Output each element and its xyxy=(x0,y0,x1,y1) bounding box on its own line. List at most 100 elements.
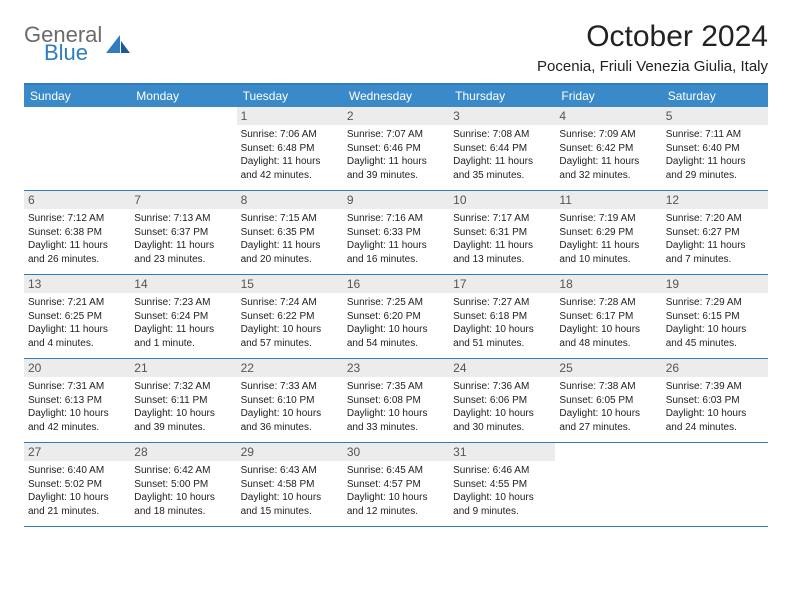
day-cell: 5 Sunrise: 7:11 AMSunset: 6:40 PMDaylight… xyxy=(662,107,768,190)
sunset-text: Sunset: 6:35 PM xyxy=(241,226,339,240)
sunrise-text: Sunrise: 7:23 AM xyxy=(134,296,232,310)
sunset-text: Sunset: 6:17 PM xyxy=(559,310,657,324)
sunset-text: Sunset: 6:20 PM xyxy=(347,310,445,324)
daylight-text: Daylight: 10 hours and 27 minutes. xyxy=(559,407,657,434)
day-number: 10 xyxy=(449,191,555,209)
sunrise-text: Sunrise: 6:45 AM xyxy=(347,464,445,478)
sunset-text: Sunset: 6:10 PM xyxy=(241,394,339,408)
sunset-text: Sunset: 6:42 PM xyxy=(559,142,657,156)
sunrise-text: Sunrise: 7:06 AM xyxy=(241,128,339,142)
sunset-text: Sunset: 4:57 PM xyxy=(347,478,445,492)
day-cell: 13Sunrise: 7:21 AMSunset: 6:25 PMDayligh… xyxy=(24,275,130,358)
day-cell: 19Sunrise: 7:29 AMSunset: 6:15 PMDayligh… xyxy=(662,275,768,358)
sunrise-text: Sunrise: 7:08 AM xyxy=(453,128,551,142)
sunrise-text: Sunrise: 7:16 AM xyxy=(347,212,445,226)
daylight-text: Daylight: 11 hours and 1 minute. xyxy=(134,323,232,350)
sunrise-text: Sunrise: 7:32 AM xyxy=(134,380,232,394)
sunrise-text: Sunrise: 6:40 AM xyxy=(28,464,126,478)
sunset-text: Sunset: 6:15 PM xyxy=(666,310,764,324)
day-cell: 18Sunrise: 7:28 AMSunset: 6:17 PMDayligh… xyxy=(555,275,661,358)
sunset-text: Sunset: 6:44 PM xyxy=(453,142,551,156)
sunrise-text: Sunrise: 7:39 AM xyxy=(666,380,764,394)
daylight-text: Daylight: 10 hours and 54 minutes. xyxy=(347,323,445,350)
day-number: 20 xyxy=(24,359,130,377)
day-number: 8 xyxy=(237,191,343,209)
sunset-text: Sunset: 6:46 PM xyxy=(347,142,445,156)
sunset-text: Sunset: 6:13 PM xyxy=(28,394,126,408)
daylight-text: Daylight: 10 hours and 24 minutes. xyxy=(666,407,764,434)
day-cell: 22Sunrise: 7:33 AMSunset: 6:10 PMDayligh… xyxy=(237,359,343,442)
sunrise-text: Sunrise: 7:20 AM xyxy=(666,212,764,226)
day-cell: 23Sunrise: 7:35 AMSunset: 6:08 PMDayligh… xyxy=(343,359,449,442)
month-title: October 2024 xyxy=(537,20,768,54)
daylight-text: Daylight: 11 hours and 29 minutes. xyxy=(666,155,764,182)
day-number: 9 xyxy=(343,191,449,209)
location: Pocenia, Friuli Venezia Giulia, Italy xyxy=(537,58,768,75)
daylight-text: Daylight: 11 hours and 39 minutes. xyxy=(347,155,445,182)
daylight-text: Daylight: 11 hours and 20 minutes. xyxy=(241,239,339,266)
day-number: 28 xyxy=(130,443,236,461)
daylight-text: Daylight: 11 hours and 13 minutes. xyxy=(453,239,551,266)
day-cell: 31Sunrise: 6:46 AMSunset: 4:55 PMDayligh… xyxy=(449,443,555,526)
day-number: 29 xyxy=(237,443,343,461)
day-number: 2 xyxy=(343,107,449,125)
sunset-text: Sunset: 6:37 PM xyxy=(134,226,232,240)
day-cell: 3Sunrise: 7:08 AMSunset: 6:44 PMDaylight… xyxy=(449,107,555,190)
day-cell: 16Sunrise: 7:25 AMSunset: 6:20 PMDayligh… xyxy=(343,275,449,358)
day-cell: 27Sunrise: 6:40 AMSunset: 5:02 PMDayligh… xyxy=(24,443,130,526)
day-number: 6 xyxy=(24,191,130,209)
daylight-text: Daylight: 11 hours and 42 minutes. xyxy=(241,155,339,182)
day-cell: 21Sunrise: 7:32 AMSunset: 6:11 PMDayligh… xyxy=(130,359,236,442)
sunrise-text: Sunrise: 7:38 AM xyxy=(559,380,657,394)
day-cell: 28Sunrise: 6:42 AMSunset: 5:00 PMDayligh… xyxy=(130,443,236,526)
day-number: 26 xyxy=(662,359,768,377)
day-cell xyxy=(24,107,130,190)
daylight-text: Daylight: 10 hours and 57 minutes. xyxy=(241,323,339,350)
daylight-text: Daylight: 11 hours and 32 minutes. xyxy=(559,155,657,182)
day-number: 3 xyxy=(449,107,555,125)
sunset-text: Sunset: 6:40 PM xyxy=(666,142,764,156)
day-number: 5 xyxy=(662,107,768,125)
day-number: 4 xyxy=(555,107,661,125)
day-number: 25 xyxy=(555,359,661,377)
daylight-text: Daylight: 11 hours and 10 minutes. xyxy=(559,239,657,266)
sunrise-text: Sunrise: 7:17 AM xyxy=(453,212,551,226)
weekday-label: Sunday xyxy=(24,85,130,107)
week-row: 13Sunrise: 7:21 AMSunset: 6:25 PMDayligh… xyxy=(24,275,768,359)
daylight-text: Daylight: 10 hours and 51 minutes. xyxy=(453,323,551,350)
day-cell: 7Sunrise: 7:13 AMSunset: 6:37 PMDaylight… xyxy=(130,191,236,274)
sunrise-text: Sunrise: 7:24 AM xyxy=(241,296,339,310)
day-cell: 1Sunrise: 7:06 AMSunset: 6:48 PMDaylight… xyxy=(237,107,343,190)
day-number: 12 xyxy=(662,191,768,209)
daylight-text: Daylight: 11 hours and 4 minutes. xyxy=(28,323,126,350)
sunset-text: Sunset: 6:11 PM xyxy=(134,394,232,408)
sunrise-text: Sunrise: 7:15 AM xyxy=(241,212,339,226)
day-cell: 11Sunrise: 7:19 AMSunset: 6:29 PMDayligh… xyxy=(555,191,661,274)
weekday-label: Saturday xyxy=(662,85,768,107)
title-block: October 2024 Pocenia, Friuli Venezia Giu… xyxy=(537,20,768,75)
sunset-text: Sunset: 6:22 PM xyxy=(241,310,339,324)
sunrise-text: Sunrise: 6:46 AM xyxy=(453,464,551,478)
sunset-text: Sunset: 6:29 PM xyxy=(559,226,657,240)
day-number: 17 xyxy=(449,275,555,293)
daylight-text: Daylight: 10 hours and 9 minutes. xyxy=(453,491,551,518)
daylight-text: Daylight: 10 hours and 33 minutes. xyxy=(347,407,445,434)
day-cell: 20Sunrise: 7:31 AMSunset: 6:13 PMDayligh… xyxy=(24,359,130,442)
sunrise-text: Sunrise: 7:09 AM xyxy=(559,128,657,142)
week-row: 6Sunrise: 7:12 AMSunset: 6:38 PMDaylight… xyxy=(24,191,768,275)
day-cell: 2Sunrise: 7:07 AMSunset: 6:46 PMDaylight… xyxy=(343,107,449,190)
sunset-text: Sunset: 6:33 PM xyxy=(347,226,445,240)
day-number: 7 xyxy=(130,191,236,209)
sail-icon xyxy=(106,35,130,53)
daylight-text: Daylight: 11 hours and 16 minutes. xyxy=(347,239,445,266)
day-number: 27 xyxy=(24,443,130,461)
daylight-text: Daylight: 10 hours and 42 minutes. xyxy=(28,407,126,434)
daylight-text: Daylight: 10 hours and 12 minutes. xyxy=(347,491,445,518)
day-cell: 8 Sunrise: 7:15 AMSunset: 6:35 PMDaylight… xyxy=(237,191,343,274)
sunset-text: Sunset: 6:24 PM xyxy=(134,310,232,324)
calendar: Sunday Monday Tuesday Wednesday Thursday… xyxy=(24,83,768,527)
sunrise-text: Sunrise: 7:11 AM xyxy=(666,128,764,142)
day-cell xyxy=(662,443,768,526)
day-cell xyxy=(555,443,661,526)
week-row: 1Sunrise: 7:06 AMSunset: 6:48 PMDaylight… xyxy=(24,107,768,191)
